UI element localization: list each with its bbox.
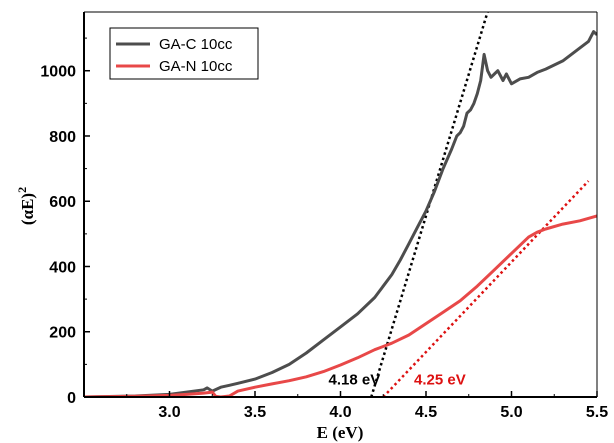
ticks-layer: 3.0 3.5 4.0 4.5 5.0 5.5 0 200 400 600 800 1000 [40,37,608,421]
y-tick-label: 0 [67,390,76,407]
annotation-0: 4.18 eV [329,372,381,389]
series-line-1 [84,214,597,397]
x-tick-label: 5.0 [500,404,522,421]
x-tick-label: 4.5 [415,404,437,421]
fit-lines-layer [370,12,590,397]
y-tick-label: 400 [49,259,76,276]
x-axis-title: E (eV) [317,423,364,442]
fit-line-0 [370,12,489,397]
annotations-layer: 4.18 eV 4.25 eV [329,372,466,389]
y-axis-title: (αE)2 [15,187,37,225]
x-tick-label: 3.5 [244,404,266,421]
legend-box [109,27,259,80]
y-tick-label: 1000 [40,64,76,81]
y-axis-title-main: (αE) [18,193,37,225]
fit-line-1 [382,180,590,397]
series-layer [84,30,597,397]
legend: GA-C 10cc GA-N 10cc [109,27,259,80]
y-tick-label: 800 [49,129,76,146]
legend-label-ga-c: GA-C 10cc [159,36,233,53]
annotation-1: 4.25 eV [414,372,466,389]
x-tick-label: 5.5 [586,404,608,421]
series-line-0 [84,30,597,397]
y-tick-label: 200 [49,325,76,342]
x-tick-label: 3.0 [158,404,180,421]
legend-label-ga-n: GA-N 10cc [159,58,233,75]
x-tick-label: 4.0 [329,404,351,421]
y-tick-label: 600 [49,194,76,211]
y-axis-title-superscript: 2 [15,187,29,193]
